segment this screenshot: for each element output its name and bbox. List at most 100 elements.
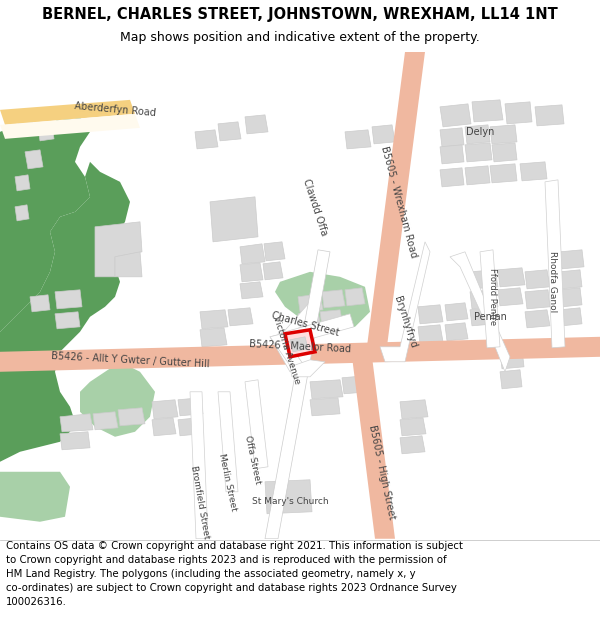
Polygon shape — [0, 472, 70, 522]
Text: Rhodfa Ganol: Rhodfa Ganol — [548, 251, 557, 312]
Polygon shape — [490, 125, 517, 144]
Polygon shape — [365, 52, 425, 362]
Polygon shape — [498, 288, 523, 306]
Text: B5605 - Wrexham Road: B5605 - Wrexham Road — [379, 145, 419, 259]
Polygon shape — [525, 310, 550, 328]
Polygon shape — [322, 290, 345, 308]
Polygon shape — [352, 357, 395, 539]
Polygon shape — [440, 145, 464, 164]
Polygon shape — [60, 432, 90, 450]
Polygon shape — [440, 128, 464, 147]
Polygon shape — [152, 418, 176, 436]
Polygon shape — [245, 115, 268, 134]
Polygon shape — [275, 272, 370, 330]
Polygon shape — [285, 330, 315, 357]
Polygon shape — [218, 392, 238, 492]
Polygon shape — [465, 166, 490, 185]
Polygon shape — [500, 350, 524, 369]
Polygon shape — [38, 125, 54, 141]
Polygon shape — [0, 100, 135, 125]
Polygon shape — [470, 290, 498, 309]
Text: B5426 - Maelor Road: B5426 - Maelor Road — [249, 339, 351, 354]
Polygon shape — [55, 290, 82, 309]
Polygon shape — [0, 337, 600, 372]
Polygon shape — [55, 312, 80, 329]
Polygon shape — [445, 302, 468, 321]
Polygon shape — [465, 143, 492, 162]
Text: BERNEL, CHARLES STREET, JOHNSTOWN, WREXHAM, LL14 1NT: BERNEL, CHARLES STREET, JOHNSTOWN, WREXH… — [42, 6, 558, 21]
Polygon shape — [15, 205, 29, 221]
Text: Penlan: Penlan — [473, 312, 506, 322]
Polygon shape — [498, 268, 525, 287]
Polygon shape — [152, 400, 178, 419]
Polygon shape — [200, 328, 227, 347]
Polygon shape — [560, 250, 584, 269]
Polygon shape — [228, 308, 253, 326]
Polygon shape — [450, 252, 510, 372]
Polygon shape — [472, 100, 503, 122]
Polygon shape — [440, 104, 471, 127]
Polygon shape — [80, 362, 155, 437]
Polygon shape — [290, 337, 308, 352]
Polygon shape — [560, 270, 582, 289]
Polygon shape — [218, 122, 241, 141]
Polygon shape — [178, 418, 201, 436]
Polygon shape — [265, 480, 312, 514]
Polygon shape — [400, 436, 425, 454]
Text: Offa Street: Offa Street — [244, 434, 263, 485]
Text: Map shows position and indicative extent of the property.: Map shows position and indicative extent… — [120, 31, 480, 44]
Polygon shape — [418, 325, 443, 344]
Polygon shape — [240, 263, 263, 282]
Polygon shape — [560, 308, 582, 326]
Polygon shape — [320, 310, 343, 327]
Polygon shape — [60, 414, 93, 432]
Polygon shape — [535, 105, 564, 126]
Polygon shape — [500, 370, 522, 389]
Polygon shape — [400, 418, 426, 436]
Polygon shape — [178, 398, 203, 416]
Polygon shape — [342, 376, 368, 394]
Polygon shape — [345, 130, 371, 149]
Polygon shape — [190, 392, 208, 539]
Polygon shape — [372, 125, 395, 144]
Polygon shape — [265, 250, 330, 539]
Polygon shape — [0, 112, 90, 332]
Polygon shape — [445, 322, 468, 341]
Polygon shape — [240, 282, 263, 299]
Polygon shape — [505, 102, 532, 124]
Text: Clawdd Offa: Clawdd Offa — [301, 177, 329, 236]
Polygon shape — [490, 164, 517, 183]
Polygon shape — [418, 305, 443, 324]
Polygon shape — [210, 197, 258, 242]
Text: Brynhyfryd: Brynhyfryd — [392, 294, 418, 349]
Polygon shape — [480, 250, 500, 348]
Polygon shape — [298, 294, 323, 312]
Polygon shape — [520, 162, 547, 181]
Polygon shape — [345, 288, 365, 306]
Polygon shape — [18, 120, 34, 136]
Polygon shape — [15, 175, 30, 191]
Polygon shape — [470, 308, 496, 326]
Polygon shape — [310, 380, 343, 399]
Polygon shape — [263, 262, 283, 280]
Polygon shape — [282, 302, 320, 334]
Polygon shape — [560, 288, 582, 307]
Text: St Mary's Church: St Mary's Church — [251, 498, 328, 506]
Polygon shape — [400, 400, 428, 419]
Polygon shape — [0, 162, 130, 462]
Polygon shape — [525, 290, 550, 309]
Polygon shape — [525, 270, 550, 289]
Polygon shape — [25, 150, 43, 169]
Text: Victoria Avenue: Victoria Avenue — [271, 314, 301, 385]
Polygon shape — [278, 314, 354, 347]
Text: Delyn: Delyn — [466, 127, 494, 137]
Text: B5605 - High Street: B5605 - High Street — [367, 424, 397, 520]
Polygon shape — [245, 380, 268, 469]
Polygon shape — [0, 114, 140, 139]
Polygon shape — [545, 180, 565, 348]
Text: Merlin Street: Merlin Street — [217, 452, 239, 511]
Text: Ffordd Pentre: Ffordd Pentre — [487, 268, 497, 326]
Text: Aberderfyn Road: Aberderfyn Road — [74, 101, 156, 118]
Polygon shape — [290, 360, 325, 377]
Polygon shape — [95, 222, 142, 277]
